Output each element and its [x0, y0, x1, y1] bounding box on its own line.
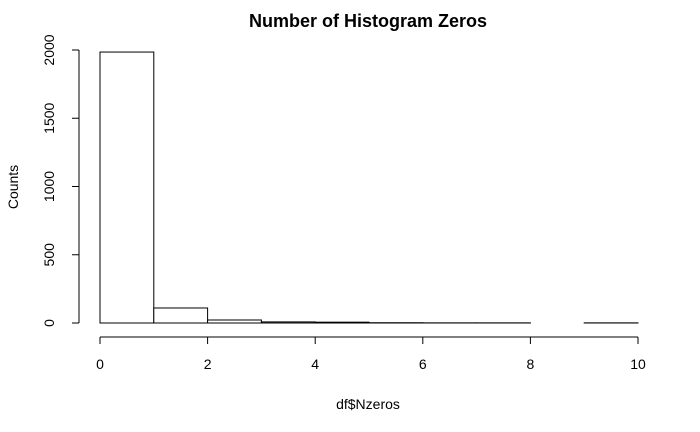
y-tick-label-2000: 2000 [41, 34, 57, 65]
x-tick-label-10: 10 [630, 356, 646, 372]
histogram-bar-2 [207, 319, 262, 324]
histogram-bar-3 [260, 321, 316, 324]
x-tick-label-6: 6 [419, 356, 427, 372]
histogram-bar-1 [153, 307, 209, 324]
y-axis-label: Counts [5, 165, 21, 209]
chart-title: Number of Histogram Zeros [249, 11, 487, 31]
y-tick-label-1000: 1000 [41, 171, 57, 202]
histogram-bar-4 [314, 321, 370, 324]
histogram-bar-0 [99, 51, 155, 324]
y-tick-label-500: 500 [41, 243, 57, 267]
y-tick-label-1500: 1500 [41, 102, 57, 133]
x-axis-label: df$Nzeros [336, 396, 400, 412]
x-tick-label-8: 8 [527, 356, 535, 372]
x-tick-label-4: 4 [311, 356, 319, 372]
x-tick-label-2: 2 [204, 356, 212, 372]
x-tick-label-0: 0 [96, 356, 104, 372]
bars-group [99, 51, 639, 324]
y-axis: 0 500 1000 1500 2000 [41, 34, 80, 327]
x-axis: 0 2 4 6 8 10 [96, 336, 646, 372]
y-tick-label-0: 0 [41, 319, 57, 327]
